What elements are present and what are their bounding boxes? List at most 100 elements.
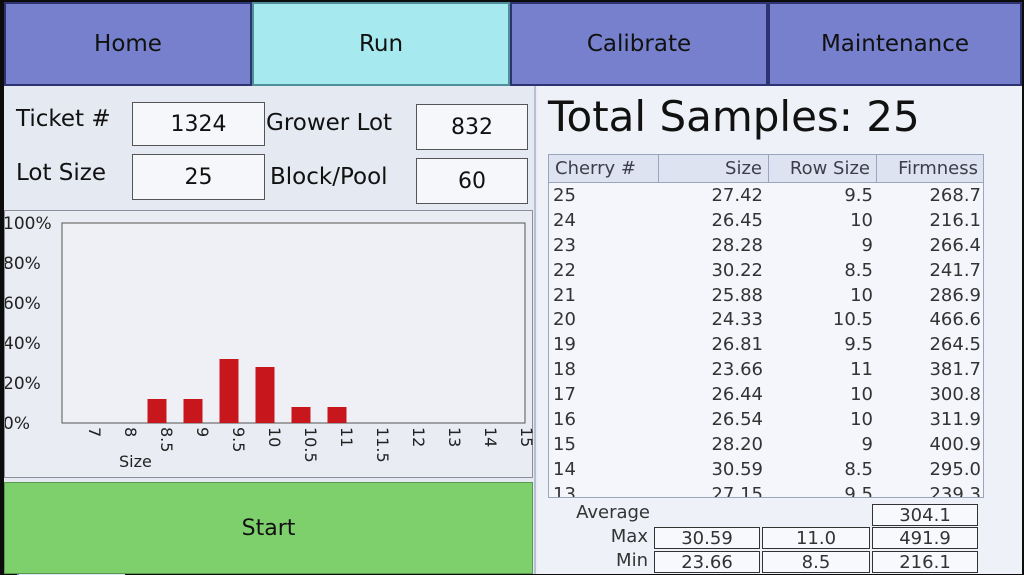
cell-size: 24.33 bbox=[711, 309, 763, 331]
cell-cherry: 22 bbox=[553, 259, 576, 281]
cell-firmness: 400.9 bbox=[929, 433, 981, 455]
x-tick-label: 13 bbox=[445, 427, 464, 447]
cell-row-size: 9 bbox=[861, 234, 873, 256]
y-tick-label: 100% bbox=[5, 214, 52, 234]
cell-firmness: 311.9 bbox=[929, 409, 981, 431]
tab-calibrate[interactable]: Calibrate bbox=[510, 2, 768, 86]
cell-row-size: 10.5 bbox=[832, 309, 873, 331]
table-body: 25 27.42 9.5 268.7 24 26.45 10 216.1 23 28.28 9 266… bbox=[549, 183, 983, 498]
header-row-size[interactable]: Row Size bbox=[769, 155, 877, 183]
min-firmness: 216.1 bbox=[872, 551, 978, 573]
x-tick-label: 10.5 bbox=[301, 427, 320, 463]
tab-maintenance[interactable]: Maintenance bbox=[768, 2, 1022, 86]
cell-size: 28.20 bbox=[711, 433, 763, 455]
table-row[interactable]: 15 28.20 9 400.9 bbox=[549, 432, 983, 457]
cell-cherry: 16 bbox=[553, 409, 576, 431]
x-tick-label: 8 bbox=[121, 427, 140, 437]
cell-cherry: 23 bbox=[553, 234, 576, 256]
histogram-bar bbox=[327, 407, 347, 423]
max-size: 30.59 bbox=[654, 527, 760, 549]
run-screen: Ticket # 1324 Grower Lot 832 Lot Size 25… bbox=[4, 86, 1022, 575]
lot-size-label: Lot Size bbox=[16, 160, 107, 186]
cell-firmness: 466.6 bbox=[929, 309, 981, 331]
cell-cherry: 24 bbox=[553, 209, 576, 231]
max-label: Max bbox=[610, 526, 648, 547]
cell-size: 28.28 bbox=[711, 234, 763, 256]
block-pool-field[interactable]: 60 bbox=[416, 158, 528, 204]
y-tick-label: 60% bbox=[5, 294, 41, 314]
table-row[interactable]: 20 24.33 10.5 466.6 bbox=[549, 307, 983, 332]
cell-firmness: 381.7 bbox=[929, 359, 981, 381]
average-label: Average bbox=[576, 502, 650, 523]
histogram-bar bbox=[147, 399, 167, 423]
cell-firmness: 241.7 bbox=[929, 259, 981, 281]
cell-size: 26.81 bbox=[711, 334, 763, 356]
lot-size-field[interactable]: 25 bbox=[132, 154, 265, 200]
cell-size: 26.44 bbox=[711, 384, 763, 406]
table-row[interactable]: 24 26.45 10 216.1 bbox=[549, 208, 983, 233]
left-panel: Ticket # 1324 Grower Lot 832 Lot Size 25… bbox=[4, 86, 536, 575]
x-tick-label: 11.5 bbox=[373, 427, 392, 463]
table-header: Cherry # Size Row Size Firmness bbox=[549, 155, 983, 183]
cell-cherry: 20 bbox=[553, 309, 576, 331]
cell-size: 27.42 bbox=[711, 185, 763, 206]
cell-firmness: 264.5 bbox=[929, 334, 981, 356]
cell-size: 26.54 bbox=[711, 409, 763, 431]
table-row[interactable]: 22 30.22 8.5 241.7 bbox=[549, 258, 983, 283]
header-cherry[interactable]: Cherry # bbox=[549, 155, 659, 183]
size-histogram-svg: 0% 20% 40% 60% 80% 100% 7 8 8.5 9 9.5 10 10.5 11 11.5 1… bbox=[5, 214, 533, 471]
cell-size: 27.15 bbox=[711, 483, 763, 498]
cell-row-size: 10 bbox=[850, 209, 873, 231]
cell-row-size: 9.5 bbox=[844, 185, 873, 206]
ticket-field[interactable]: 1324 bbox=[132, 102, 265, 146]
block-pool-label: Block/Pool bbox=[270, 164, 388, 190]
ticket-label: Ticket # bbox=[16, 106, 111, 132]
table-row[interactable]: 18 23.66 11 381.7 bbox=[549, 357, 983, 382]
grower-lot-field[interactable]: 832 bbox=[416, 104, 528, 150]
histogram-bar bbox=[255, 367, 275, 423]
x-tick-label: 9.5 bbox=[229, 427, 248, 452]
table-row[interactable]: 16 26.54 10 311.9 bbox=[549, 407, 983, 432]
samples-table[interactable]: Cherry # Size Row Size Firmness 25 27.42 9… bbox=[548, 154, 984, 498]
x-tick-label: 11 bbox=[337, 427, 356, 447]
cell-row-size: 11 bbox=[850, 359, 873, 381]
cell-cherry: 25 bbox=[553, 185, 576, 206]
start-button[interactable]: Start bbox=[4, 482, 533, 574]
cell-cherry: 19 bbox=[553, 334, 576, 356]
x-axis-label: Size bbox=[119, 452, 152, 471]
size-histogram: 0% 20% 40% 60% 80% 100% 7 8 8.5 9 9.5 10 10.5 11 11.5 1… bbox=[4, 210, 533, 575]
table-row[interactable]: 19 26.81 9.5 264.5 bbox=[549, 332, 983, 357]
cell-row-size: 8.5 bbox=[844, 259, 873, 281]
max-firmness: 491.9 bbox=[872, 527, 978, 549]
cell-firmness: 216.1 bbox=[929, 209, 981, 231]
table-row[interactable]: 14 30.59 8.5 295.0 bbox=[549, 457, 983, 482]
cell-cherry: 13 bbox=[553, 483, 576, 498]
cell-size: 26.45 bbox=[711, 209, 763, 231]
x-tick-label: 10 bbox=[265, 427, 284, 447]
cell-size: 25.88 bbox=[711, 284, 763, 306]
cell-firmness: 268.7 bbox=[929, 185, 981, 206]
histogram-bar bbox=[219, 359, 239, 423]
cell-firmness: 295.0 bbox=[929, 458, 981, 480]
table-row[interactable]: 23 28.28 9 266.4 bbox=[549, 233, 983, 258]
cell-cherry: 14 bbox=[553, 458, 576, 480]
header-firmness[interactable]: Firmness bbox=[877, 155, 983, 183]
table-row[interactable]: 13 27.15 9.5 239.3 bbox=[549, 482, 983, 498]
histogram-bar bbox=[183, 399, 203, 423]
cell-row-size: 10 bbox=[850, 384, 873, 406]
cell-row-size: 8.5 bbox=[844, 458, 873, 480]
header-size[interactable]: Size bbox=[659, 155, 769, 183]
tab-home[interactable]: Home bbox=[4, 2, 252, 86]
cell-cherry: 15 bbox=[553, 433, 576, 455]
tab-bar: Home Run Calibrate Maintenance bbox=[4, 2, 1022, 86]
tab-run[interactable]: Run bbox=[252, 2, 510, 86]
plot-area bbox=[61, 222, 526, 424]
table-row[interactable]: 21 25.88 10 286.9 bbox=[549, 283, 983, 308]
right-panel: Total Samples: 25 Cherry # Size Row Size… bbox=[538, 86, 1022, 574]
cell-cherry: 18 bbox=[553, 359, 576, 381]
x-tick-label: 14 bbox=[481, 427, 500, 447]
table-row[interactable]: 25 27.42 9.5 268.7 bbox=[549, 183, 983, 208]
grower-lot-label: Grower Lot bbox=[266, 110, 393, 136]
y-tick-label: 20% bbox=[5, 374, 41, 394]
table-row[interactable]: 17 26.44 10 300.8 bbox=[549, 382, 983, 407]
